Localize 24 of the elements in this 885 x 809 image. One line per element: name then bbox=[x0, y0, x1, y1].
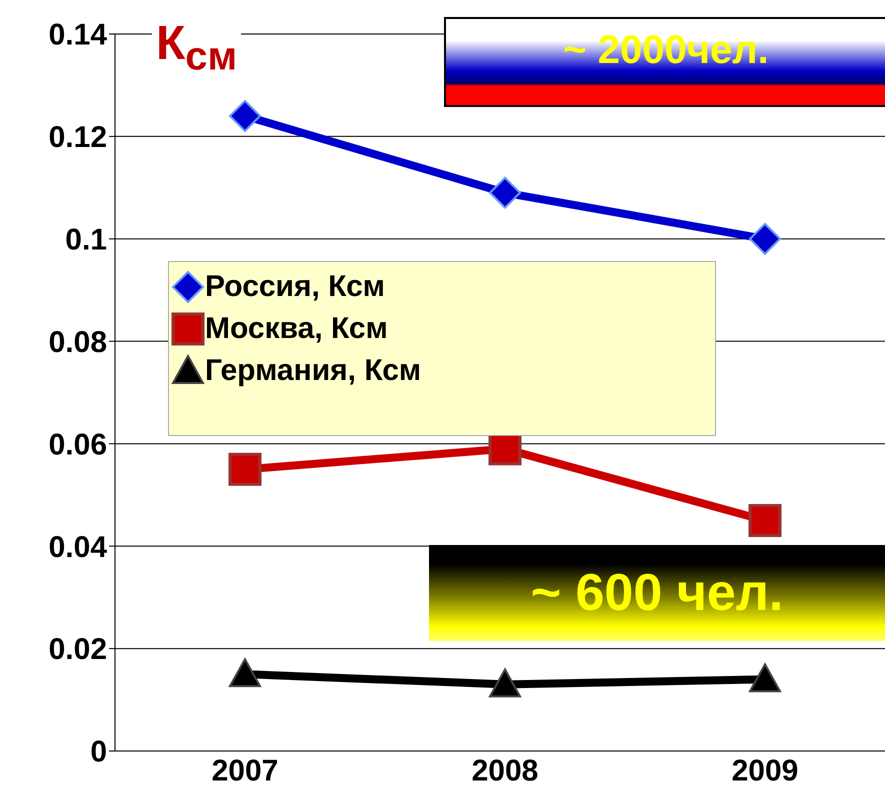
legend-label: Москва, Ксм bbox=[205, 312, 388, 346]
annotation: ~ 2000чел. bbox=[562, 26, 770, 74]
point bbox=[749, 222, 781, 255]
point bbox=[229, 100, 261, 132]
point bbox=[228, 452, 262, 486]
legend-label: Германия, Ксм bbox=[205, 354, 422, 388]
y-tick-label: 0.14 bbox=[48, 18, 108, 52]
y-tick-label: 0.12 bbox=[48, 121, 107, 154]
point bbox=[748, 504, 782, 538]
y-tick-label: 0 bbox=[90, 736, 107, 769]
point bbox=[489, 668, 521, 698]
y-tick-label: 0.02 bbox=[48, 633, 107, 666]
legend-label: Россия, Ксм bbox=[205, 270, 385, 304]
point bbox=[489, 176, 521, 209]
y-tick-label: 0.08 bbox=[48, 326, 107, 359]
x-tick-label: 2008 bbox=[472, 754, 538, 788]
x-tick-label: 2009 bbox=[732, 754, 798, 788]
annotation: К$_{см}$ bbox=[152, 16, 242, 80]
x-tick-label: 2007 bbox=[212, 754, 278, 788]
y-tick-label: 0.1 bbox=[65, 224, 107, 257]
point bbox=[229, 658, 261, 688]
y-tick-label: 0.06 bbox=[48, 428, 107, 462]
point bbox=[749, 663, 781, 692]
y-tick-label: 0.04 bbox=[48, 530, 108, 564]
